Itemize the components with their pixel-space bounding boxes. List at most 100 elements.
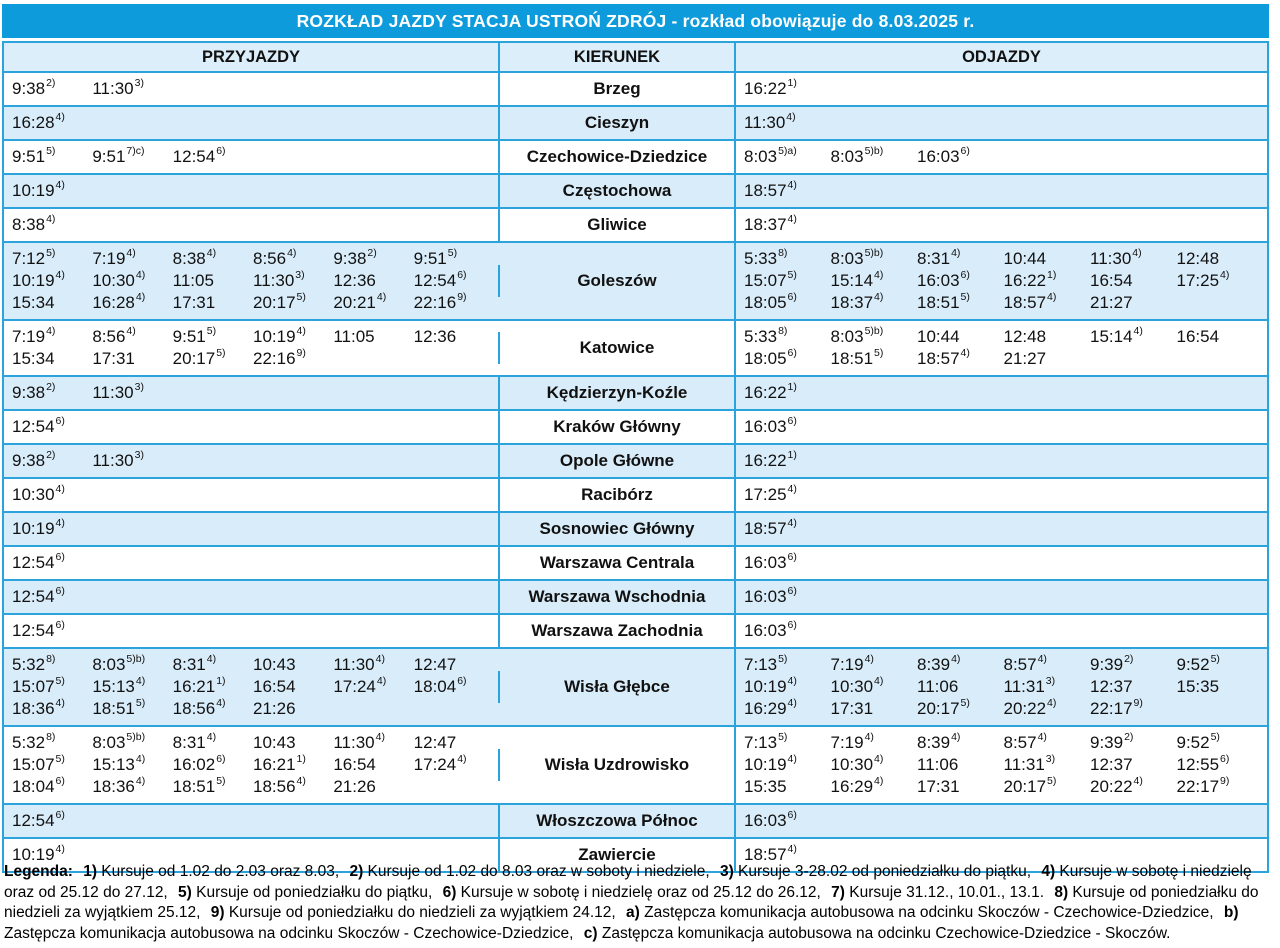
time-value: 5:328) [12, 653, 56, 674]
time-footnote: 6) [1220, 753, 1230, 766]
legend-item-key: c) [579, 924, 598, 942]
time-footnote: 4) [787, 675, 797, 688]
time-value: 12:36 [413, 327, 457, 346]
direction-cell: Kędzierzyn-Koźle [498, 377, 734, 409]
column-header-arrivals: PRZYJAZDY [201, 48, 301, 66]
time-footnote: 4) [787, 483, 797, 496]
time-value: 8:564) [92, 325, 136, 346]
table-row: 7:125) 7:194) 8:384) 8:564) 9:382) 9:515) 10:1… [4, 241, 1267, 319]
time-value: 10:304) [12, 483, 65, 504]
timetable: ROZKŁAD JAZDY STACJA USTROŃ ZDRÓJ - rozk… [2, 4, 1269, 873]
time-footnote: 4) [1037, 653, 1047, 666]
time-value: 16:54 [1176, 327, 1220, 346]
direction-cell: Częstochowa [498, 175, 734, 207]
table-row: 16:284) Cieszyn 11:304) [4, 105, 1267, 139]
time-footnote: 4) [787, 697, 797, 710]
time-footnote: 5) [206, 325, 217, 338]
time-footnote: 5) [1210, 731, 1220, 744]
departures-cell: 16:221) [734, 73, 1267, 105]
time-footnote: 5)b) [126, 731, 146, 744]
time-footnote: 1) [787, 77, 797, 90]
time-footnote: 4) [951, 731, 961, 744]
legend-item-text: Kursuje od poniedziałku do niedzieli za … [224, 904, 616, 921]
time-footnote: 9) [296, 347, 306, 360]
time-value: 11:304) [333, 731, 385, 752]
time-value: 22:169) [253, 347, 306, 368]
time-value: 10:304) [92, 269, 146, 290]
time-value: 16:211) [172, 675, 226, 696]
column-header-direction: KIERUNEK [498, 43, 734, 71]
time-footnote: 6) [55, 775, 65, 788]
time-value: 20:175) [172, 347, 226, 368]
time-footnote: 1) [296, 753, 306, 766]
direction-cell: Kraków Główny [498, 411, 734, 443]
time-footnote: 4) [55, 269, 65, 282]
departures-cell: 5:338) 8:035)b) 10:44 12:48 15:144) 16:54 18:0… [734, 321, 1267, 375]
time-footnote: 5) [216, 775, 226, 788]
time-value: 8:574) [1003, 653, 1047, 674]
time-footnote: 4) [135, 291, 146, 304]
time-value: 8:384) [12, 213, 56, 234]
time-footnote: 4) [874, 269, 884, 282]
time-footnote: 6) [787, 585, 797, 598]
legend-item-text: Kursuje 3-28.02 od poniedziałku do piątk… [733, 863, 1032, 880]
legend-item-key: 1) [78, 863, 97, 880]
time-value: 11:06 [917, 755, 959, 774]
time-value: 18:574) [744, 179, 797, 200]
time-footnote: 4) [206, 731, 217, 744]
time-footnote: 4) [135, 675, 146, 688]
time-footnote: 4) [1047, 291, 1057, 304]
time-value: 22:169) [413, 291, 467, 312]
legend-item-text: Zastępcza komunikacja autobusowa na odci… [639, 904, 1214, 921]
time-footnote: 2) [46, 77, 56, 90]
departures-cell: 8:035)a) 8:035)b) 16:036) [734, 141, 1267, 173]
time-value: 9:517)c) [92, 145, 145, 166]
arrivals-cell: 12:546) [4, 805, 498, 837]
arrivals-cell: 16:284) [4, 107, 498, 139]
arrivals-cell: 12:546) [4, 615, 498, 647]
time-footnote: 6) [787, 415, 797, 428]
time-footnote: 1) [1047, 269, 1057, 282]
direction-cell: Czechowice-Dziedzice [498, 141, 734, 173]
table-row: 10:194) Zawiercie 18:574) [4, 837, 1267, 871]
time-footnote: 6) [960, 269, 970, 282]
time-value: 12:37 [1090, 677, 1133, 696]
time-value: 8:384) [172, 247, 217, 268]
time-footnote: 4) [206, 653, 217, 666]
time-value: 11:303) [253, 269, 305, 290]
arrivals-cell: 10:304) [4, 479, 498, 511]
departures-cell: 18:574) [734, 513, 1267, 545]
time-value: 8:314) [917, 247, 961, 268]
arrivals-cell: 10:194) [4, 175, 498, 207]
time-footnote: 4) [951, 653, 961, 666]
time-value: 11:304) [333, 653, 385, 674]
direction-cell: Cieszyn [498, 107, 734, 139]
time-footnote: 6) [787, 291, 797, 304]
legend-item-text: Kursuje 31.12., 10.01., 13.1. [844, 883, 1045, 901]
time-value: 20:175) [1003, 775, 1057, 796]
time-footnote: 3) [295, 269, 305, 282]
time-value: 10:43 [253, 655, 296, 674]
direction-cell: Racibórz [498, 479, 734, 511]
time-footnote: 4) [1132, 247, 1142, 260]
table-row: 9:382) 11:303) Brzeg 16:221) [4, 71, 1267, 105]
time-value: 16:036) [744, 809, 797, 830]
time-value: 12:546) [12, 619, 65, 640]
table-row: 8:384) Gliwice 18:374) [4, 207, 1267, 241]
time-value: 18:515) [917, 291, 970, 312]
time-value: 15:075) [12, 753, 65, 774]
time-footnote: 5) [55, 675, 65, 688]
time-value: 18:046) [413, 675, 467, 696]
time-value: 8:035)b) [830, 247, 884, 268]
direction-cell: Brzeg [498, 73, 734, 105]
time-footnote: 6) [216, 753, 226, 766]
time-value: 16:036) [917, 269, 970, 290]
departures-cell: 11:304) [734, 107, 1267, 139]
time-footnote: 4) [55, 697, 65, 710]
time-value: 12:48 [1003, 327, 1047, 346]
time-value: 15:144) [1090, 325, 1143, 346]
time-footnote: 5) [787, 269, 797, 282]
legend-item-key: 8) [1050, 883, 1069, 901]
time-footnote: 4) [55, 843, 65, 856]
time-value: 20:175) [253, 291, 306, 312]
